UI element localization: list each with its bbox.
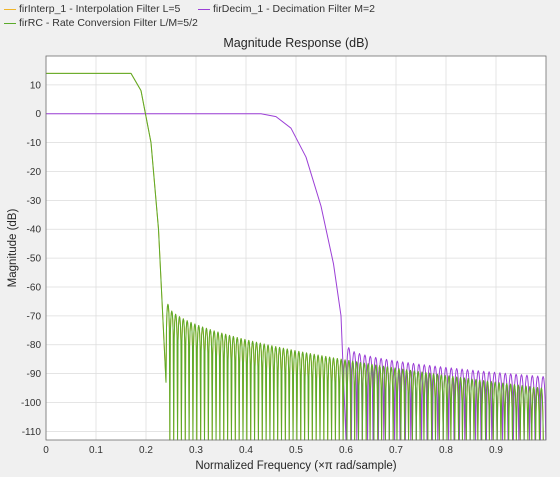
y-tick-label: -10 [27,138,42,149]
legend: firInterp_1 - Interpolation Filter L=5 f… [0,0,560,31]
legend-swatch-decim [198,8,210,10]
legend-label-interp: firInterp_1 - Interpolation Filter L=5 [19,3,181,15]
x-tick-label: 0.4 [239,445,253,456]
y-tick-label: -110 [22,427,42,438]
x-tick-label: 0.8 [439,445,453,456]
y-tick-label: -70 [27,311,42,322]
magnitude-response-chart: Magnitude Response (dB) 0 0.1 0.2 0.3 0.4 0.5… [0,31,560,477]
x-tick-label: 0.1 [89,445,103,456]
y-tick-label: 0 [35,109,41,120]
legend-item-decim[interactable]: firDecim_1 - Decimation Filter M=2 [198,2,375,16]
x-tick-label: 0.9 [489,445,503,456]
y-tick-label: -60 [27,282,42,293]
y-tick-label: -40 [27,225,42,236]
y-tick-label: -90 [27,369,42,380]
x-tick-labels: 0 0.1 0.2 0.3 0.4 0.5 0.6 0.7 0.8 0.9 [43,445,503,456]
y-tick-label: -80 [27,340,42,351]
legend-item-interp[interactable]: firInterp_1 - Interpolation Filter L=5 [4,2,180,16]
x-tick-label: 0.6 [339,445,353,456]
legend-swatch-rc [4,22,16,24]
x-axis-label: Normalized Frequency (×π rad/sample) [195,460,396,472]
legend-label-rc: firRC - Rate Conversion Filter L/M=5/2 [19,17,198,29]
chart-title: Magnitude Response (dB) [223,36,368,50]
x-tick-label: 0.5 [289,445,303,456]
x-tick-label: 0 [43,445,49,456]
series-line-2[interactable] [46,72,544,441]
y-tick-label: -20 [27,167,42,178]
plot-frame [45,55,547,441]
y-tick-label: -100 [21,398,41,409]
x-tick-label: 0.7 [389,445,403,456]
y-tick-labels: 10 0 -10 -20 -30 -40 -50 -60 -70 -80 -90 -100 -110 [21,80,41,437]
y-tick-label: -50 [27,254,42,265]
y-tick-label: -30 [27,196,42,207]
y-axis-label: Magnitude (dB) [7,209,19,288]
legend-swatch-interp [4,8,16,10]
x-tick-label: 0.3 [189,445,203,456]
legend-label-decim: firDecim_1 - Decimation Filter M=2 [213,3,375,15]
x-tick-label: 0.2 [139,445,153,456]
y-tick-label: 10 [30,80,42,91]
legend-item-rc[interactable]: firRC - Rate Conversion Filter L/M=5/2 [4,16,198,30]
